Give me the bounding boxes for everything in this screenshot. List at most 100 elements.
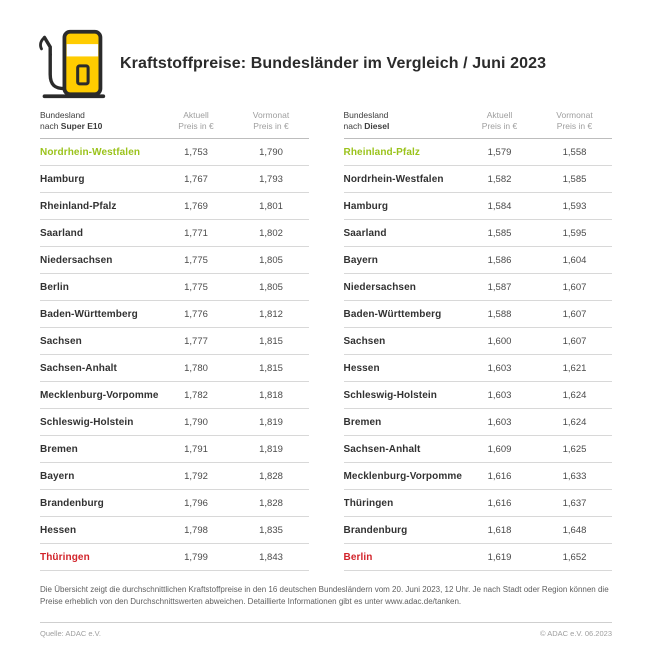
- price-tables: Bundesland nach Super E10 Aktuell Preis …: [0, 110, 650, 571]
- table-row: Bremen 1,791 1,819: [40, 436, 309, 463]
- table-row: Bayern 1,792 1,828: [40, 463, 309, 490]
- previous-price: 1,805: [259, 254, 283, 266]
- column-header-aktuell: Aktuell Preis in €: [481, 110, 518, 131]
- column-header-vormonat: Vormonat Preis in €: [556, 110, 593, 131]
- current-price: 1,584: [487, 200, 512, 212]
- current-price: 1,790: [184, 416, 208, 428]
- current-price: 1,579: [487, 146, 512, 158]
- state-name: Bayern: [40, 470, 75, 482]
- previous-price: 1,819: [259, 443, 283, 455]
- state-name: Rheinland-Pfalz: [40, 200, 117, 212]
- previous-price: 1,835: [259, 524, 283, 536]
- previous-price: 1,815: [259, 335, 283, 347]
- table-row: Saarland 1,771 1,802: [40, 220, 309, 247]
- current-price: 1,769: [184, 200, 208, 212]
- table-header-diesel: Bundesland nach Diesel Aktuell Preis in …: [343, 110, 612, 139]
- current-price: 1,603: [487, 416, 512, 428]
- table-row: Niedersachsen 1,587 1,607: [343, 274, 612, 301]
- previous-price: 1,801: [259, 200, 283, 212]
- copyright-label: © ADAC e.V. 06.2023: [540, 629, 612, 638]
- current-price: 1,792: [184, 470, 208, 482]
- current-price: 1,798: [184, 524, 208, 536]
- state-name: Niedersachsen: [40, 254, 113, 266]
- state-name: Niedersachsen: [343, 281, 416, 293]
- footer: Quelle: ADAC e.V. © ADAC e.V. 06.2023: [0, 623, 650, 638]
- previous-price: 1,815: [259, 362, 283, 374]
- current-price: 1,775: [184, 281, 208, 293]
- state-name: Schleswig-Holstein: [40, 416, 134, 428]
- previous-price: 1,593: [562, 200, 587, 212]
- previous-price: 1,828: [259, 497, 283, 509]
- table-row: Nordrhein-Westfalen 1,582 1,585: [343, 166, 612, 193]
- state-name: Baden-Württemberg: [40, 308, 138, 320]
- state-name: Bremen: [343, 416, 382, 428]
- current-price: 1,775: [184, 254, 208, 266]
- page-title: Kraftstoffpreise: Bundesländer im Vergle…: [120, 55, 547, 73]
- table-row: Mecklenburg-Vorpommern 1,616 1,633: [343, 463, 612, 490]
- current-price: 1,618: [487, 524, 512, 536]
- previous-price: 1,828: [259, 470, 283, 482]
- current-price: 1,619: [487, 551, 512, 563]
- previous-price: 1,637: [562, 497, 587, 509]
- previous-price: 1,793: [259, 173, 283, 185]
- table-body-super-e10: Nordrhein-Westfalen 1,753 1,790 Hamburg 1,76…: [40, 139, 309, 571]
- state-name: Bayern: [343, 254, 379, 266]
- masthead: Kraftstoffpreise: Bundesländer im Vergle…: [0, 0, 650, 100]
- state-name: Thüringen: [40, 551, 90, 563]
- previous-price: 1,595: [562, 227, 587, 239]
- table-row: Berlin 1,775 1,805: [40, 274, 309, 301]
- table-row: Sachsen-Anhalt 1,609 1,625: [343, 436, 612, 463]
- previous-price: 1,607: [562, 335, 587, 347]
- state-name: Brandenburg: [40, 497, 104, 509]
- table-row: Brandenburg 1,796 1,828: [40, 490, 309, 517]
- table-row: Baden-Württemberg 1,776 1,812: [40, 301, 309, 328]
- current-price: 1,777: [184, 335, 208, 347]
- state-name: Saarland: [343, 227, 387, 239]
- state-name: Brandenburg: [343, 524, 408, 536]
- state-name: Thüringen: [343, 497, 394, 509]
- previous-price: 1,812: [259, 308, 283, 320]
- current-price: 1,796: [184, 497, 208, 509]
- table-row: Bremen 1,603 1,624: [343, 409, 612, 436]
- state-name: Mecklenburg-Vorpommern: [343, 470, 463, 482]
- current-price: 1,588: [487, 308, 512, 320]
- table-row: Sachsen 1,777 1,815: [40, 328, 309, 355]
- table-row: Hessen 1,603 1,621: [343, 355, 612, 382]
- state-name: Hessen: [40, 524, 77, 536]
- disclaimer-note: Die Übersicht zeigt die durchschnittlich…: [40, 585, 609, 606]
- table-row: Sachsen 1,600 1,607: [343, 328, 612, 355]
- previous-price: 1,805: [259, 281, 283, 293]
- fuel-pump-icon: [39, 29, 106, 99]
- state-name: Schleswig-Holstein: [343, 389, 437, 401]
- previous-price: 1,652: [562, 551, 587, 563]
- state-name: Baden-Württemberg: [343, 308, 442, 320]
- previous-price: 1,604: [562, 254, 587, 266]
- previous-price: 1,802: [259, 227, 283, 239]
- state-name: Hamburg: [343, 200, 389, 212]
- table-row: Thüringen 1,616 1,637: [343, 490, 612, 517]
- table-row: Rheinland-Pfalz 1,769 1,801: [40, 193, 309, 220]
- previous-price: 1,625: [562, 443, 587, 455]
- current-price: 1,791: [184, 443, 208, 455]
- current-price: 1,780: [184, 362, 208, 374]
- previous-price: 1,843: [259, 551, 283, 563]
- column-header-line1: Bundesland: [343, 110, 389, 120]
- table-row: Berlin 1,619 1,652: [343, 544, 612, 571]
- state-name: Berlin: [343, 551, 373, 563]
- table-row: Sachsen-Anhalt 1,780 1,815: [40, 355, 309, 382]
- previous-price: 1,621: [562, 362, 587, 374]
- table-row: Schleswig-Holstein 1,603 1,624: [343, 382, 612, 409]
- previous-price: 1,790: [259, 146, 283, 158]
- table-body-diesel: Rheinland-Pfalz 1,579 1,558 Nordrhein-Westf…: [343, 139, 612, 571]
- state-name: Sachsen: [343, 335, 386, 347]
- previous-price: 1,558: [562, 146, 587, 158]
- column-header-vormonat: Vormonat Preis in €: [252, 110, 290, 131]
- previous-price: 1,624: [562, 389, 587, 401]
- column-header-line2-prefix: nach: [40, 121, 61, 131]
- table-row: Baden-Württemberg 1,588 1,607: [343, 301, 612, 328]
- state-name: Hamburg: [40, 173, 85, 185]
- table-row: Hamburg 1,584 1,593: [343, 193, 612, 220]
- table-row: Nordrhein-Westfalen 1,753 1,790: [40, 139, 309, 166]
- previous-price: 1,648: [562, 524, 587, 536]
- previous-price: 1,633: [562, 470, 587, 482]
